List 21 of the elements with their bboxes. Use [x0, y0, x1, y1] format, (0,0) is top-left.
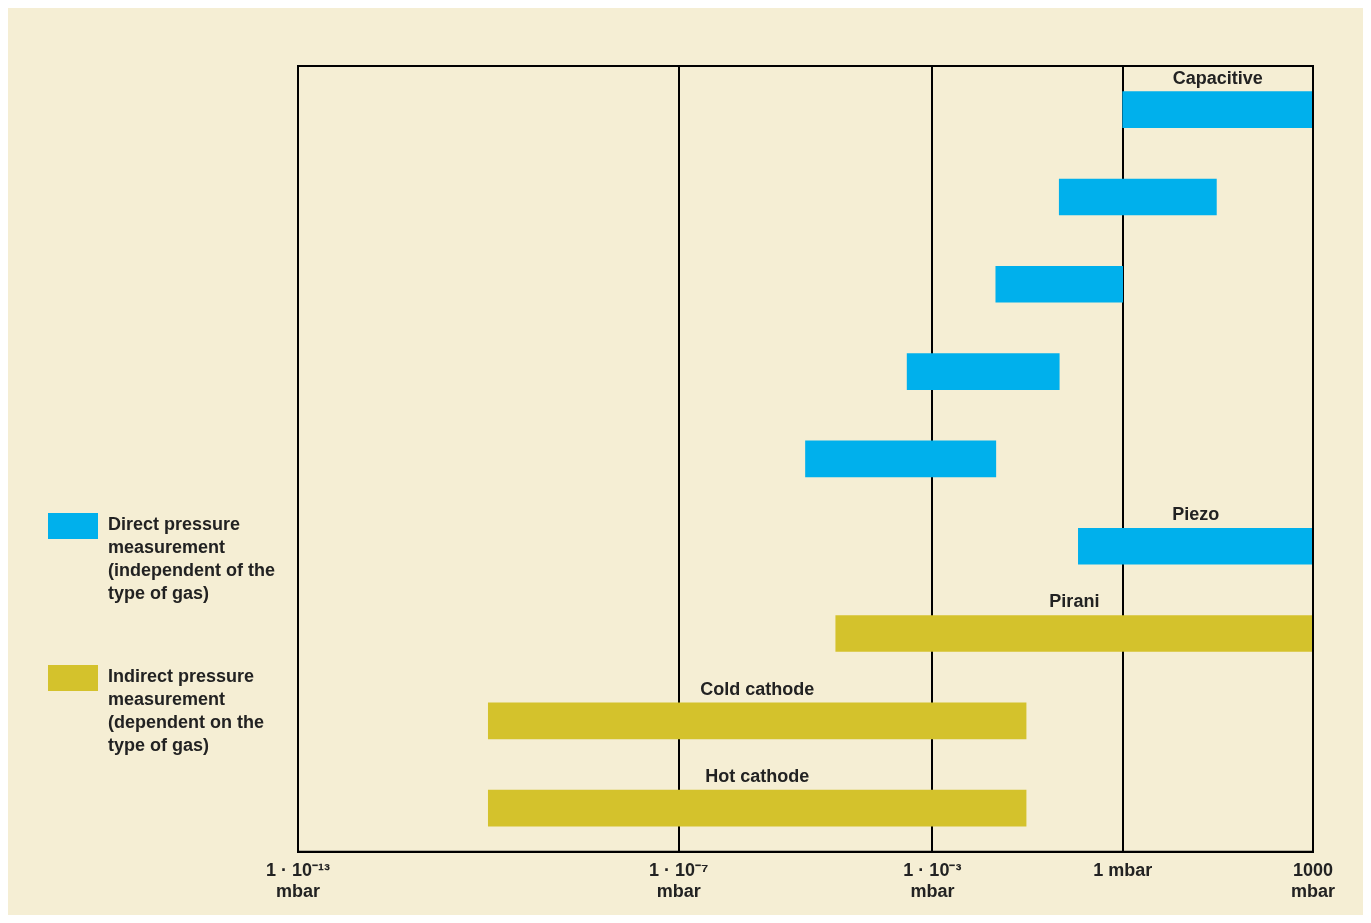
bar — [487, 789, 1027, 827]
bar — [805, 440, 997, 478]
bar — [1058, 178, 1217, 216]
bar — [1122, 91, 1313, 128]
x-tick-label: 1 · 10⁻⁷ mbar — [648, 859, 709, 902]
bar — [487, 702, 1027, 740]
x-tick-label: 1 · 10⁻¹³ mbar — [265, 859, 331, 902]
y-tick-label: Pirani — [1049, 591, 1100, 612]
x-tick-label: 1 · 10⁻³ mbar — [903, 859, 962, 902]
y-tick-label: Cold cathode — [700, 678, 815, 699]
legend-label: Direct pressure measurement (independent of the type of gas) — [108, 513, 276, 605]
y-tick-label: Capacitive — [1172, 67, 1263, 88]
x-tick-label: 1000 mbar — [1290, 859, 1336, 902]
legend-label: Indirect pressure measurement (dependent on the type of gas) — [108, 665, 265, 757]
bar — [1078, 527, 1313, 565]
x-tick-label: 1 mbar — [1093, 859, 1153, 880]
bar — [995, 265, 1124, 303]
y-tick-label: Hot cathode — [705, 766, 810, 787]
bar — [835, 615, 1313, 652]
bar — [906, 353, 1060, 390]
y-tick-label: Piezo — [1172, 504, 1220, 525]
